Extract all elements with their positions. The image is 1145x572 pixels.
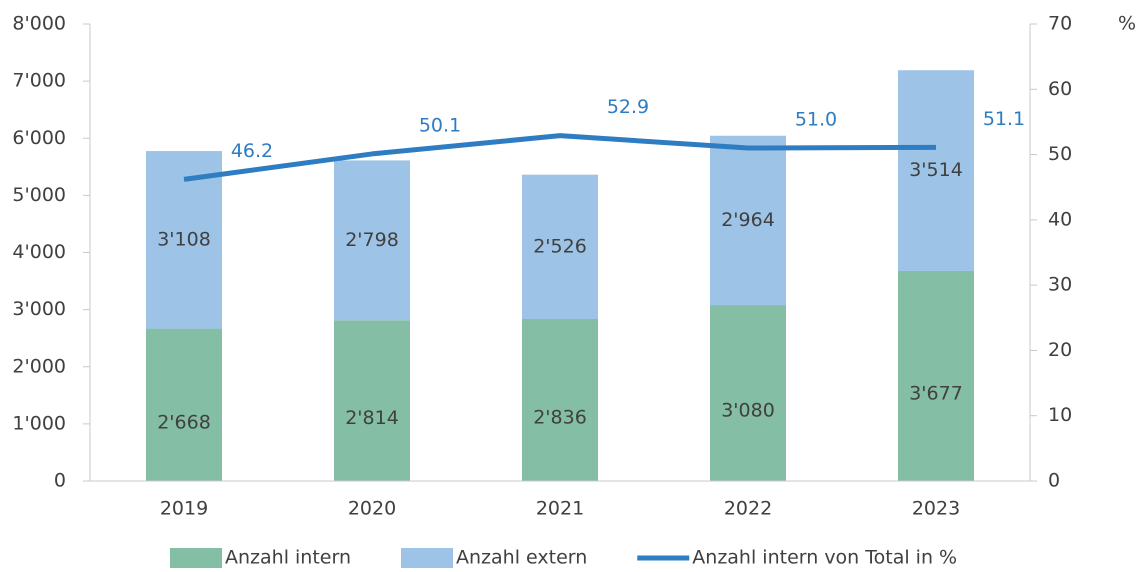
x-tick-label: 2023 bbox=[912, 498, 960, 520]
bar-value-label: 3'080 bbox=[721, 400, 775, 422]
y-tick-label: 5'000 bbox=[12, 184, 66, 206]
bar bbox=[522, 318, 598, 481]
y-tick-label: 6'000 bbox=[12, 127, 66, 149]
line-value-label: 51.1 bbox=[983, 108, 1025, 130]
y-tick-label: 3'000 bbox=[12, 298, 66, 320]
x-tick-label: 2022 bbox=[724, 498, 772, 520]
line-value-label: 52.9 bbox=[607, 96, 649, 118]
bar-value-label: 2'668 bbox=[157, 411, 211, 433]
bar bbox=[146, 328, 222, 481]
bar-value-label: 2'798 bbox=[345, 229, 399, 251]
bar-value-label: 3'108 bbox=[157, 228, 211, 250]
legend-label: Anzahl intern von Total in % bbox=[692, 547, 957, 569]
x-tick-label: 2020 bbox=[348, 498, 396, 520]
y2-tick-label: 0 bbox=[1048, 470, 1060, 492]
bar bbox=[710, 305, 786, 481]
line-value-label: 46.2 bbox=[231, 140, 273, 162]
y-tick-label: 4'000 bbox=[12, 241, 66, 263]
legend-label: Anzahl intern bbox=[225, 547, 351, 569]
bar bbox=[522, 174, 598, 319]
legend-label: Anzahl extern bbox=[456, 547, 587, 569]
legend-swatch bbox=[401, 548, 453, 568]
y2-tick-label: 10 bbox=[1048, 404, 1072, 426]
y-tick-label: 7'000 bbox=[12, 70, 66, 92]
y2-tick-label: 40 bbox=[1048, 208, 1072, 230]
line bbox=[183, 133, 937, 182]
line-value-label: 51.0 bbox=[795, 109, 837, 131]
line-value-label: 50.1 bbox=[419, 114, 461, 136]
y-tick-label: 0 bbox=[54, 470, 66, 492]
bar-value-label: 2'814 bbox=[345, 407, 399, 429]
bar bbox=[146, 151, 222, 329]
bar-value-label: 3'677 bbox=[909, 382, 963, 404]
y2-axis-label: % bbox=[1118, 13, 1136, 35]
x-tick-label: 2021 bbox=[536, 498, 584, 520]
y2-tick-label: 30 bbox=[1048, 274, 1072, 296]
y-tick-label: 2'000 bbox=[12, 355, 66, 377]
x-tick-label: 2019 bbox=[160, 498, 208, 520]
bar-value-label: 2'526 bbox=[533, 235, 587, 257]
bar bbox=[710, 135, 786, 306]
bar bbox=[334, 320, 410, 481]
bar-value-label: 3'514 bbox=[909, 159, 963, 181]
y2-tick-label: 50 bbox=[1048, 143, 1072, 165]
y2-tick-label: 60 bbox=[1048, 78, 1072, 100]
y-tick-label: 1'000 bbox=[12, 412, 66, 434]
legend-swatch bbox=[170, 548, 222, 568]
bar-value-label: 2'836 bbox=[533, 406, 587, 428]
bar bbox=[334, 160, 410, 321]
bar bbox=[898, 70, 974, 271]
bar-value-label: 2'964 bbox=[721, 209, 775, 231]
y-tick-label: 8'000 bbox=[12, 13, 66, 35]
y2-tick-label: 70 bbox=[1048, 13, 1072, 35]
y2-tick-label: 20 bbox=[1048, 339, 1072, 361]
bar bbox=[898, 270, 974, 481]
